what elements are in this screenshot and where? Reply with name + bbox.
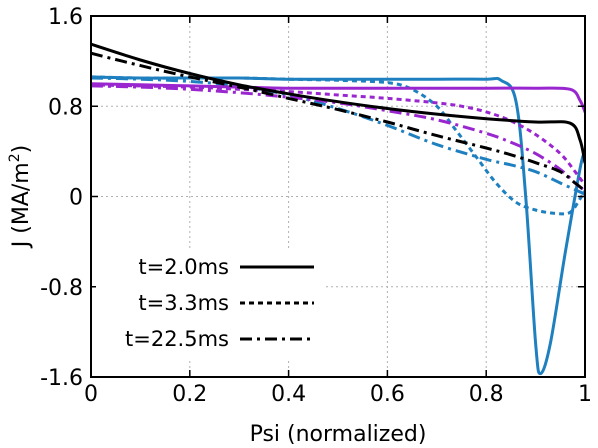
- legend-label: t=22.5ms: [125, 327, 229, 351]
- series-line-purple-dashdot: [91, 84, 585, 193]
- series-line-black-solid: [91, 42, 585, 165]
- series-line-blue-dotted: [91, 75, 585, 216]
- y-axis-label-close: ): [9, 145, 34, 154]
- y-axis-label-superscript: 2: [7, 153, 23, 162]
- series-line-black-dashdot: [91, 51, 585, 193]
- y-tick-label: 0.8: [48, 95, 83, 120]
- x-tick-label: 0: [84, 382, 98, 407]
- x-tick-label: 1: [578, 382, 592, 407]
- x-axis-label: Psi (normalized): [250, 422, 427, 447]
- series-line-purple-dotted: [91, 83, 585, 187]
- y-tick-label: -1.6: [40, 366, 83, 391]
- legend-label: t=3.3ms: [138, 291, 229, 315]
- y-axis-label-main: J (MA/m: [9, 162, 34, 249]
- y-tick-label: 0: [69, 186, 83, 211]
- series-line-blue-dashdot: [91, 76, 585, 196]
- series-line-purple-solid: [91, 82, 585, 114]
- x-tick-label: 0.4: [271, 382, 306, 407]
- legend: t=2.0ms t=3.3ms t=22.5ms: [96, 250, 326, 360]
- y-tick-label: 1.6: [48, 5, 83, 30]
- y-tick-label: -0.8: [40, 276, 83, 301]
- grid: [91, 16, 585, 377]
- x-tick-label: 0.6: [370, 382, 405, 407]
- ticks: 0 0.2 0.4 0.6 0.8 1 1.6 0.8 0 -0.8 -1.6: [40, 5, 592, 407]
- legend-label: t=2.0ms: [138, 255, 229, 279]
- y-axis-label: J (MA/m2): [7, 145, 34, 249]
- series-layer: [91, 42, 585, 376]
- x-tick-label: 0.2: [172, 382, 207, 407]
- x-tick-label: 0.8: [469, 382, 504, 407]
